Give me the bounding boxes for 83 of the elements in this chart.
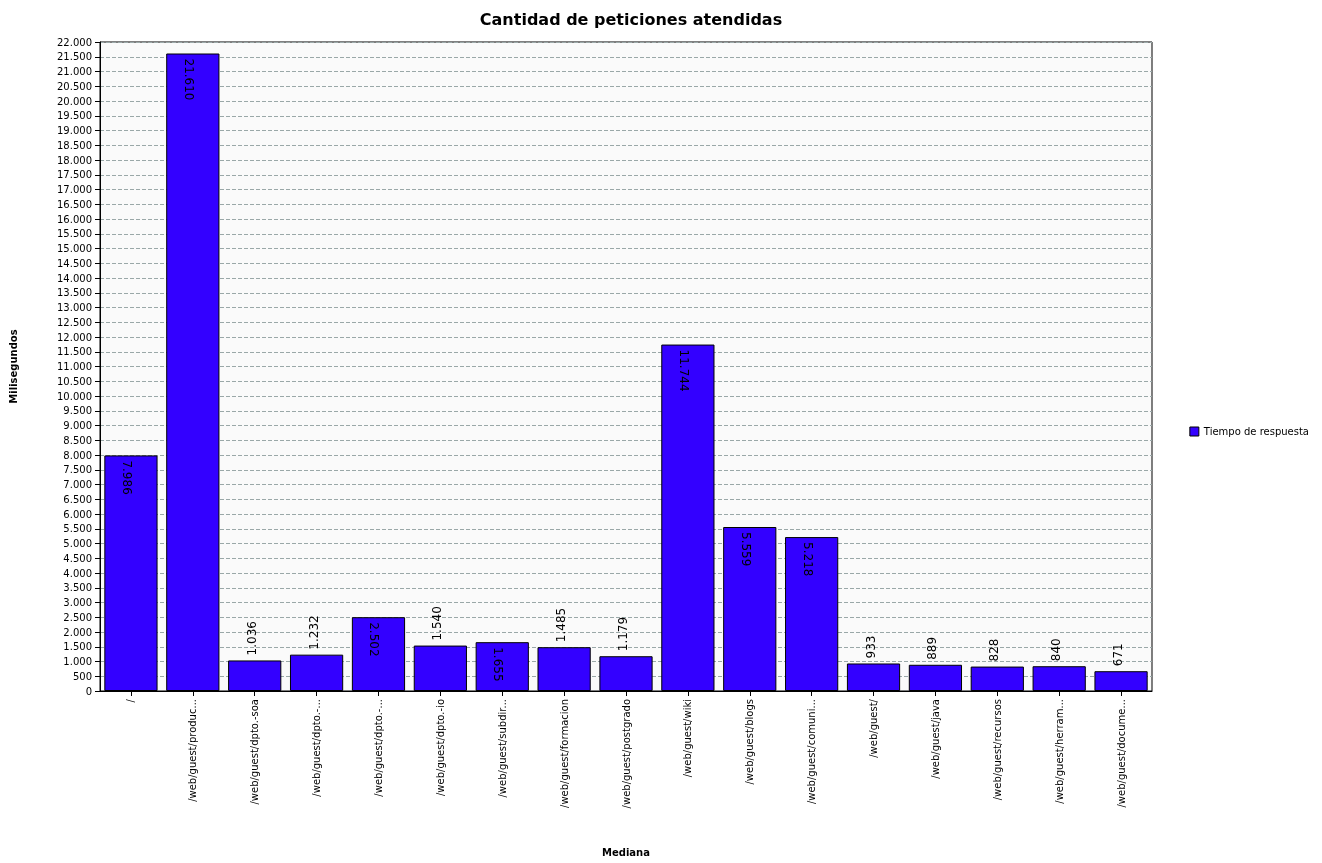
data-label: 5.559 bbox=[738, 532, 753, 567]
y-tick-label: 15.000 bbox=[57, 243, 92, 254]
y-tick-label: 11.000 bbox=[57, 361, 92, 372]
y-tick-label: 1.500 bbox=[63, 641, 92, 653]
x-tick-label: /web/guest/java bbox=[929, 699, 941, 779]
x-tick-label: / bbox=[125, 698, 137, 703]
y-tick-label: 2.500 bbox=[63, 611, 92, 623]
data-label: 1.232 bbox=[306, 615, 321, 650]
data-label: 889 bbox=[925, 636, 940, 660]
y-tick-label: 3.000 bbox=[63, 597, 92, 608]
y-tick-label: 0 bbox=[85, 685, 92, 697]
y-tick-label: 13.000 bbox=[57, 302, 92, 313]
y-tick-label: 2.000 bbox=[63, 626, 92, 638]
x-tick-label: /web/guest/comuni... bbox=[806, 699, 818, 805]
y-tick-label: 6.000 bbox=[63, 508, 92, 520]
x-tick-label: /web/guest/dpto.-... bbox=[311, 699, 323, 797]
y-tick-label: 500 bbox=[72, 670, 92, 682]
x-tick-label: /web/guest/dpto.-io bbox=[434, 699, 446, 796]
y-tick-label: 10.500 bbox=[57, 375, 92, 387]
y-tick-label: 9.000 bbox=[63, 420, 92, 431]
y-tick-label: 20.000 bbox=[57, 95, 92, 107]
x-axis-title: Mediana bbox=[602, 846, 650, 858]
x-tick-label: /web/guest/wiki bbox=[682, 699, 694, 778]
data-label: 1.655 bbox=[491, 647, 506, 682]
y-tick-label: 12.000 bbox=[57, 331, 92, 343]
y-tick-label: 19.500 bbox=[57, 110, 92, 122]
legend-label: Tiempo de respuesta bbox=[1202, 426, 1310, 437]
y-tick-label: 21.500 bbox=[57, 51, 92, 63]
y-tick-label: 16.500 bbox=[57, 198, 92, 210]
data-label: 1.179 bbox=[616, 616, 630, 652]
y-tick-label: 16.000 bbox=[57, 213, 92, 225]
y-tick-label: 17.500 bbox=[57, 169, 92, 181]
y-tick-label: 9.500 bbox=[63, 405, 92, 417]
x-tick-label: /web/guest/dpto.-soa bbox=[249, 699, 261, 805]
y-tick-label: 14.000 bbox=[57, 272, 92, 284]
chart-title: Cantidad de peticiones atendidas bbox=[479, 9, 783, 29]
y-tick-label: 19.000 bbox=[57, 125, 92, 136]
data-label: 840 bbox=[1049, 638, 1064, 662]
y-tick-label: 14.500 bbox=[57, 257, 92, 269]
y-tick-label: 18.500 bbox=[57, 139, 92, 151]
data-label: 933 bbox=[863, 635, 878, 659]
y-tick-label: 6.500 bbox=[63, 493, 92, 505]
y-tick-label: 4.500 bbox=[63, 552, 92, 564]
y-axis-title: Milisegundos bbox=[7, 329, 19, 404]
y-tick-label: 5.000 bbox=[63, 538, 92, 549]
x-tick-label: /web/guest/formacion bbox=[558, 699, 570, 808]
y-tick-label: 1.000 bbox=[63, 656, 92, 667]
data-label: 1.485 bbox=[554, 607, 569, 643]
data-label: 671 bbox=[1111, 643, 1126, 667]
y-tick-label: 4.000 bbox=[63, 567, 92, 579]
x-tick-label: /web/guest/dpto.-... bbox=[372, 699, 384, 797]
data-label: 828 bbox=[987, 638, 1002, 662]
x-tick-label: /web/guest/subdir... bbox=[496, 699, 508, 798]
y-tick-label: 15.500 bbox=[57, 228, 92, 240]
y-tick-label: 5.500 bbox=[63, 523, 92, 535]
x-tick-label: /web/guest/postgrado bbox=[620, 699, 632, 809]
y-tick-label: 13.500 bbox=[57, 287, 92, 299]
x-tick-label: /web/guest/docume... bbox=[1115, 699, 1127, 808]
x-tick-label: /web/guest/produc... bbox=[187, 699, 199, 802]
y-tick-label: 7.000 bbox=[63, 479, 92, 490]
data-label: 11.744 bbox=[676, 349, 691, 392]
y-tick-label: 8.000 bbox=[63, 449, 92, 461]
y-tick-label: 18.000 bbox=[57, 154, 92, 166]
y-tick-label: 12.500 bbox=[57, 316, 92, 328]
y-tick-label: 20.500 bbox=[57, 80, 92, 92]
data-label: 2.502 bbox=[367, 622, 382, 657]
y-tick-label: 17.000 bbox=[57, 184, 92, 195]
y-tick-label: 3.500 bbox=[63, 582, 92, 594]
x-tick-label: /web/guest/blogs bbox=[744, 699, 756, 785]
x-tick-label: /web/guest/ bbox=[868, 698, 880, 758]
y-tick-label: 21.000 bbox=[57, 66, 92, 77]
y-tick-label: 22.000 bbox=[57, 36, 92, 48]
x-tick-label: /web/guest/herram... bbox=[1053, 699, 1065, 804]
y-tick-label: 11.500 bbox=[57, 346, 92, 358]
y-tick-label: 7.500 bbox=[63, 464, 92, 476]
data-label: 1.036 bbox=[244, 621, 259, 656]
y-tick-label: 10.000 bbox=[57, 390, 92, 402]
data-label: 7.986 bbox=[119, 460, 134, 495]
data-label: 1.540 bbox=[430, 606, 445, 641]
x-tick-label: /web/guest/recursos bbox=[991, 699, 1003, 801]
y-tick-label: 8.500 bbox=[63, 434, 92, 446]
data-label: 5.218 bbox=[800, 542, 815, 577]
data-label: 21.610 bbox=[181, 58, 196, 101]
